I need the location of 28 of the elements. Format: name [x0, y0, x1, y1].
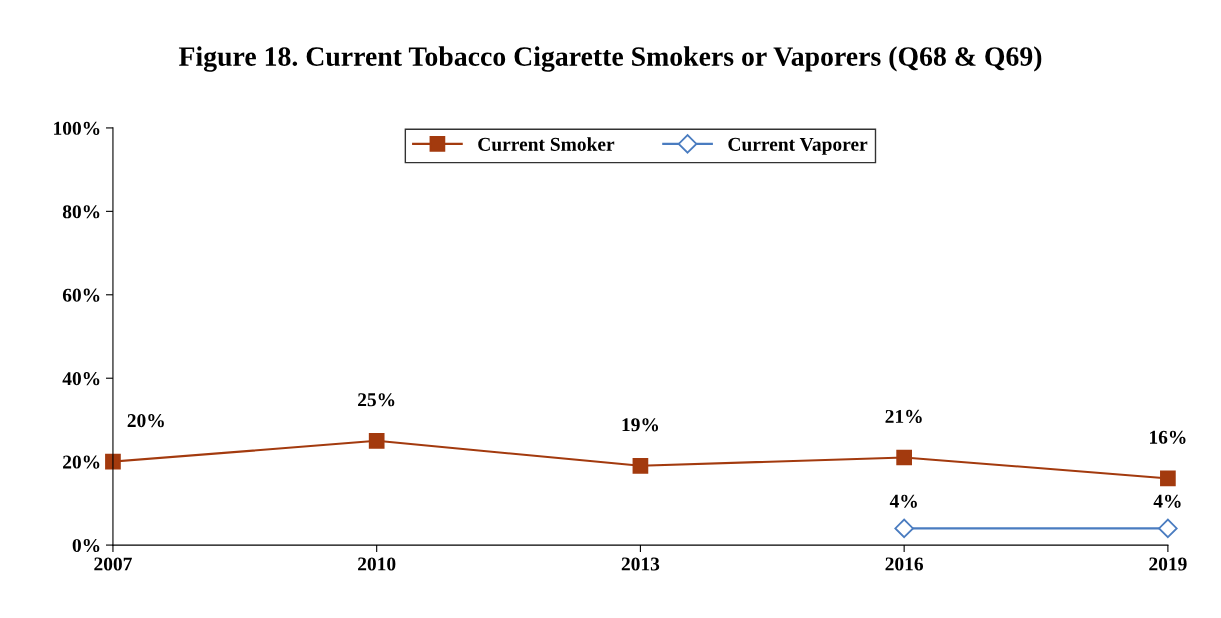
y-tick-label: 40%	[62, 372, 100, 386]
legend-label: Current Smoker	[478, 137, 615, 151]
x-tick-label: 2019	[1149, 557, 1187, 571]
point	[105, 453, 121, 470]
data-label: 20%	[127, 414, 164, 428]
x-tick-label: 2010	[358, 557, 396, 571]
chart-title: Figure 18. Current Tobacco Cigarette Smokers or Vaporers (Q68 & Q69)	[178, 46, 1042, 72]
point	[632, 457, 649, 474]
data-label: 25%	[358, 393, 395, 407]
point	[368, 432, 385, 449]
data-label: 4%	[889, 494, 917, 508]
y-tick-label: 20%	[63, 455, 100, 469]
y-tick-label: 0%	[72, 538, 100, 553]
point	[1158, 518, 1178, 539]
x-tick-label: 2007	[94, 557, 132, 571]
point	[896, 449, 912, 466]
y-tick-label: 80%	[62, 205, 100, 219]
data-label: 19%	[622, 418, 659, 432]
x-tick-label: 2013	[621, 557, 660, 571]
x-tick-label: 2016	[885, 557, 924, 571]
y-tick-label: 60%	[62, 288, 100, 302]
data-label: 16%	[1150, 430, 1186, 444]
y-tick-label: 100%	[54, 121, 100, 135]
legend-label: Current Vaporer	[728, 137, 868, 155]
point	[1160, 470, 1176, 487]
data-label: 4%	[1153, 494, 1181, 508]
data-label: 21%	[885, 409, 922, 424]
point	[894, 518, 914, 539]
